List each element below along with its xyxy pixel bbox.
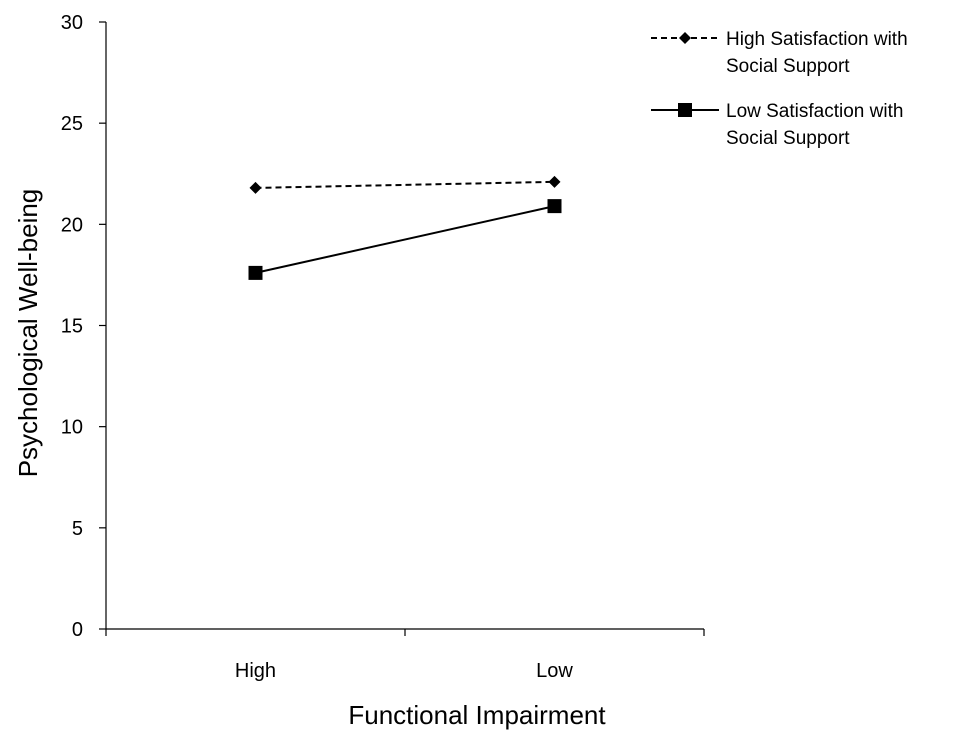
y-tick-label: 20 [61, 214, 83, 236]
x-tick-label: High [235, 660, 276, 682]
legend-marker [678, 103, 692, 117]
x-axis-title: Functional Impairment [348, 700, 606, 730]
y-tick-label: 25 [61, 113, 83, 135]
legend-label: Social Support [726, 56, 850, 77]
y-tick-label: 0 [72, 619, 83, 641]
y-tick-label: 15 [61, 316, 83, 338]
legend-label: Social Support [726, 128, 850, 149]
series-line [255, 205, 555, 274]
legend-item-0: High Satisfaction with Social Support [651, 29, 908, 77]
data-point [248, 265, 263, 280]
legend-marker [679, 32, 691, 44]
y-tick-labels: 0 5 10 15 20 25 30 [61, 12, 83, 641]
y-tick-label: 30 [61, 12, 83, 34]
series-0 [249, 175, 561, 194]
series-1 [248, 199, 562, 280]
x-tick-label: Low [536, 660, 573, 682]
y-tick-label: 10 [61, 417, 83, 439]
series-line [255, 180, 555, 189]
y-tick-label: 5 [72, 518, 83, 540]
series-layer [248, 175, 562, 280]
x-tick-labels: High Low [235, 660, 573, 682]
x-axis [105, 628, 705, 636]
legend-item-1: Low Satisfaction with Social Support [651, 101, 903, 149]
data-point [547, 199, 562, 214]
data-point [548, 175, 561, 188]
legend-label: Low Satisfaction with [726, 101, 903, 122]
legend-label: High Satisfaction with [726, 29, 908, 50]
data-point [249, 181, 262, 194]
y-axis [99, 21, 107, 630]
y-axis-title: Psychological Well-being [13, 189, 43, 478]
